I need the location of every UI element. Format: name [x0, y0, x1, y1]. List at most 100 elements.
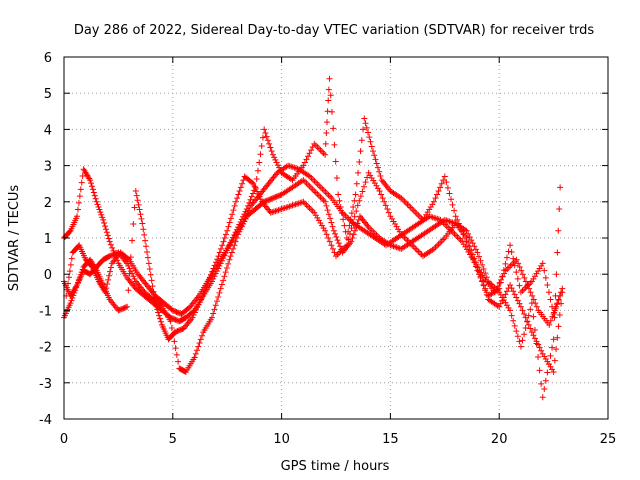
data-point-marker	[538, 380, 545, 387]
data-point-marker	[131, 275, 138, 282]
data-point-marker	[333, 253, 339, 260]
data-point-marker	[315, 192, 322, 199]
data-point-marker	[536, 344, 543, 351]
data-point-marker	[305, 203, 312, 210]
data-point-marker	[361, 115, 368, 122]
data-point-marker	[435, 187, 442, 194]
data-point-marker	[323, 119, 330, 126]
data-point-marker	[335, 191, 342, 198]
data-point-marker	[306, 183, 313, 190]
data-point-marker	[519, 271, 526, 278]
data-point-marker	[280, 205, 287, 212]
data-point-marker	[231, 202, 238, 209]
data-point-marker	[225, 260, 232, 267]
data-point-marker	[232, 198, 239, 205]
data-point-marker	[122, 304, 129, 311]
data-point-marker	[555, 227, 562, 234]
data-point-marker	[364, 174, 371, 181]
data-point-marker	[301, 200, 308, 207]
data-point-marker	[197, 336, 204, 343]
data-point-marker	[261, 126, 268, 133]
data-point-marker	[471, 243, 478, 250]
data-point-marker	[517, 303, 524, 310]
data-point-marker	[497, 300, 504, 307]
data-point-marker	[437, 239, 444, 246]
data-point-marker	[309, 176, 316, 183]
data-point-marker	[522, 324, 529, 331]
data-point-marker	[220, 277, 227, 284]
data-point-marker	[533, 303, 540, 310]
data-point-marker	[316, 182, 323, 189]
data-point-marker	[101, 220, 108, 227]
data-point-marker	[438, 238, 445, 245]
data-point-marker	[278, 206, 285, 213]
data-point-marker	[272, 156, 279, 163]
data-point-marker	[516, 263, 523, 270]
data-point-marker	[434, 242, 441, 249]
data-point-marker	[544, 282, 551, 289]
data-point-marker	[190, 312, 197, 319]
data-point-marker	[521, 311, 528, 318]
data-point-marker	[210, 275, 217, 282]
data-point-marker	[156, 312, 163, 319]
data-point-marker	[448, 218, 455, 225]
data-point-marker	[228, 249, 235, 256]
data-point-marker	[153, 303, 160, 310]
data-point-marker	[215, 253, 222, 260]
data-point-marker	[363, 124, 370, 131]
x-axis-label: GPS time / hours	[281, 459, 390, 474]
data-point-marker	[376, 187, 383, 194]
data-point-marker	[324, 108, 331, 115]
data-point-marker	[126, 265, 133, 272]
data-point-marker	[406, 202, 413, 209]
data-point-marker	[289, 164, 296, 171]
data-point-marker	[288, 163, 295, 170]
data-point-marker	[76, 193, 83, 200]
data-point-marker	[308, 184, 315, 191]
data-point-marker	[126, 270, 133, 277]
data-point-marker	[559, 285, 566, 292]
data-point-marker	[351, 213, 358, 220]
data-point-marker	[222, 269, 229, 276]
data-point-marker	[555, 323, 562, 330]
data-point-marker	[558, 300, 565, 307]
data-point-marker	[360, 183, 367, 190]
data-point-marker	[367, 138, 374, 145]
data-point-marker	[157, 315, 164, 322]
data-point-marker	[351, 227, 358, 234]
data-point-marker	[538, 347, 545, 354]
data-point-marker	[305, 181, 312, 188]
data-point-marker	[367, 225, 374, 232]
data-point-marker	[325, 235, 332, 241]
data-point-marker	[527, 306, 534, 313]
data-point-marker	[494, 283, 501, 290]
data-point-marker	[328, 219, 335, 226]
data-point-marker	[541, 386, 548, 393]
data-point-marker	[554, 249, 561, 256]
data-point-marker	[410, 207, 417, 214]
data-point-marker	[258, 142, 265, 149]
data-point-marker	[376, 168, 383, 175]
data-point-marker	[317, 184, 324, 191]
data-point-marker	[533, 340, 540, 347]
data-point-marker	[271, 154, 278, 161]
data-point-marker	[131, 204, 138, 211]
data-point-marker	[189, 314, 196, 321]
data-point-marker	[133, 192, 140, 199]
data-point-marker	[250, 190, 257, 197]
data-point-marker	[308, 206, 315, 213]
data-point-marker	[198, 296, 205, 303]
data-point-marker	[435, 241, 442, 248]
data-point-marker	[91, 192, 98, 199]
data-point-marker	[356, 158, 363, 165]
data-point-marker	[326, 75, 333, 82]
data-point-marker	[369, 148, 376, 155]
data-point-marker	[312, 142, 319, 149]
data-point-marker	[384, 206, 391, 213]
data-point-marker	[300, 198, 307, 205]
data-point-marker	[306, 150, 313, 157]
y-tick-label: -1	[39, 304, 52, 319]
data-point-marker	[289, 202, 296, 209]
data-point-marker	[102, 226, 109, 233]
data-point-marker	[431, 214, 438, 221]
